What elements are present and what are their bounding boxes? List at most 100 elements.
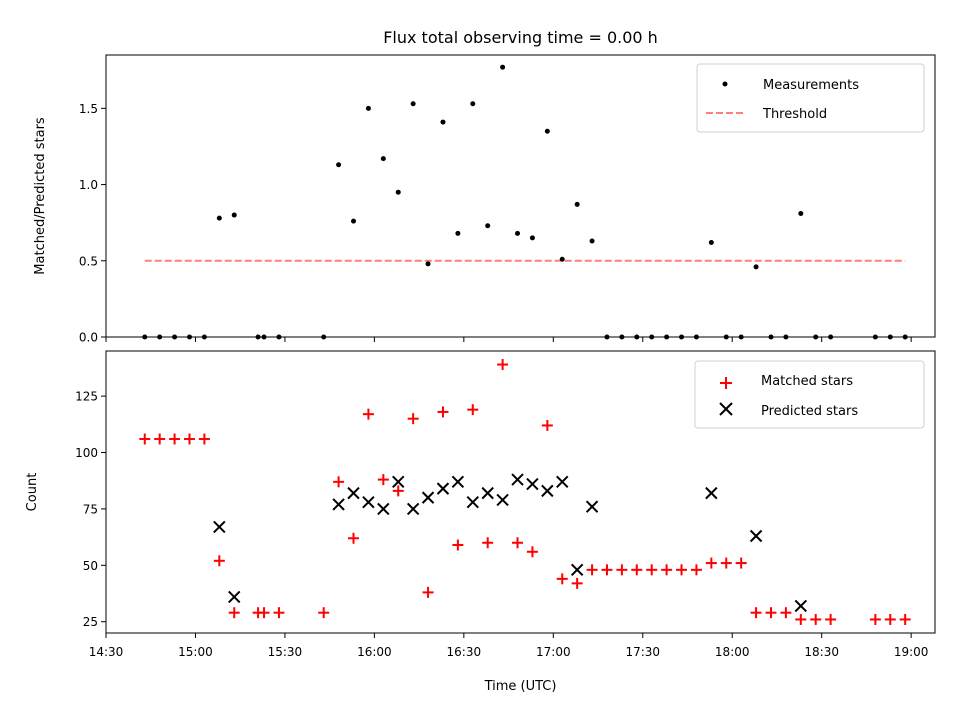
measurement-point [813,334,819,340]
matched-star-point [228,607,240,619]
predicted-star-point [794,599,808,613]
matched-star-point [258,607,270,619]
measurement-point [828,334,834,340]
matched-star-point [571,577,583,589]
matched-star-point [869,613,881,625]
predicted-star-point [421,491,435,504]
matched-star-point [362,408,374,420]
measurement-point [753,264,759,270]
x-tick-label: 15:00 [178,645,213,659]
matched-star-point [825,613,837,625]
legend-matched-label: Matched stars [761,374,853,389]
matched-star-point [556,573,568,585]
top-y-ticks: 0.0 0.5 1.0 1.5 [79,102,106,345]
matched-star-point [213,555,225,567]
x-tick-label: 14:30 [89,645,124,659]
measurement-point [455,230,461,236]
measurement-point [440,119,446,125]
x-tick-label: 17:30 [625,645,660,659]
matched-star-point [467,404,479,416]
measurement-point [201,334,207,340]
matched-star-point [750,607,762,619]
predicted-star-point [496,493,509,507]
legend-predicted-label: Predicted stars [761,404,858,419]
predicted-star-point [511,473,524,486]
bottom-y-tick-label: 50 [83,559,98,573]
measurement-point [425,261,431,267]
matched-star-point [720,557,732,569]
matched-star-point [407,413,419,425]
matched-star-point [422,586,434,598]
measurement-point [470,101,476,107]
measurement-point [544,128,550,134]
predicted-star-point [213,520,226,534]
bottom-y-tick-label: 125 [75,390,98,404]
legend-measurements-marker [722,81,728,87]
matched-star-point [169,433,181,445]
measurement-point [500,64,506,70]
measurement-point [410,101,416,107]
measurement-point [515,230,521,236]
measurement-point [649,334,655,340]
predicted-star-point [466,495,479,509]
top-y-axis-label: Matched/Predicted stars [33,117,48,275]
measurement-point [261,334,267,340]
measurement-point [723,334,729,340]
predicted-star-point [377,502,390,516]
matched-star-point [735,557,747,569]
x-axis-label: Time (UTC) [484,679,557,694]
x-tick-label: 17:00 [536,645,571,659]
bottom-y-axis-label: Count [25,473,40,512]
predicted-star-point [481,486,494,500]
matched-star-point [437,406,449,418]
measurement-point [216,215,222,221]
measurement-point [738,334,744,340]
matched-star-point [392,485,404,497]
matched-star-point [482,537,494,549]
top-plot-area [105,54,936,338]
measurement-point [902,334,908,340]
matched-star-point [884,613,896,625]
matched-star-point [601,564,613,576]
top-legend: Measurements Threshold [696,63,925,133]
top-legend-box [696,63,925,133]
predicted-star-point [556,475,569,489]
measurement-point [380,156,386,162]
predicted-star-point [570,563,584,577]
measurement-point [693,334,699,340]
predicted-star-point [436,482,450,495]
x-tick-label: 19:00 [894,645,929,659]
bottom-y-tick-label: 75 [83,502,98,516]
predicted-star-point [705,486,718,500]
x-tick-label: 15:30 [268,645,303,659]
bottom-legend-box [694,360,925,429]
matched-star-point [780,607,792,619]
matched-star-point [497,359,509,371]
matched-star-point [452,539,464,551]
matched-star-point [154,433,166,445]
measurement-point [872,334,878,340]
bottom-data-marks [139,359,911,625]
matched-star-point [765,607,777,619]
matched-star-point [512,537,524,549]
top-y-tick-label: 0.5 [79,254,98,268]
measurement-point [142,334,148,340]
predicted-star-point [526,477,539,491]
legend-threshold-label: Threshold [762,107,827,122]
measurement-point [708,239,714,245]
measurement-point [664,334,670,340]
predicted-star-point [362,495,375,509]
top-panel: 0.0 0.5 1.0 1.5 Matched/Predicted stars Mea… [33,54,936,345]
measurement-point [172,334,178,340]
matched-star-point [348,532,360,544]
matched-star-point [526,546,538,558]
measurement-point [619,334,625,340]
matched-star-point [705,557,717,569]
matched-star-point [318,607,330,619]
measurement-point [783,334,789,340]
measurement-point [395,189,401,195]
bottom-plot-area [105,350,936,634]
matched-star-point [661,564,673,576]
measurement-point [186,334,192,340]
